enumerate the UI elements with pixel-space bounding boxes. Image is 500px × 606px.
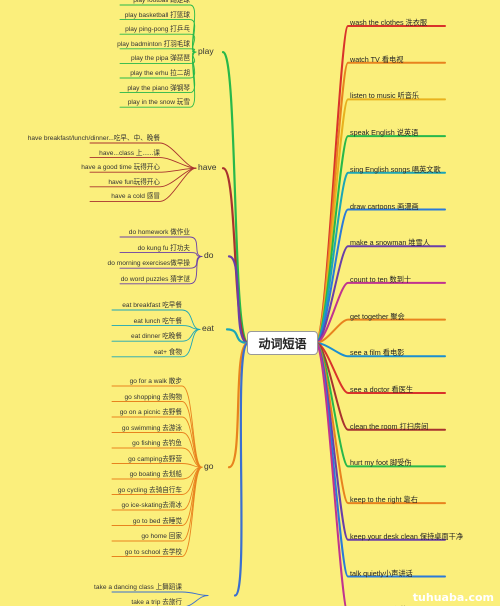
topic-4[interactable]: sing English songs 唱英文歌 — [350, 164, 441, 174]
leaf-2-0[interactable]: do homework 做作业 — [128, 229, 190, 236]
leaf-4-2[interactable]: go on a picnic 去野餐 — [119, 409, 182, 416]
leaf-4-0[interactable]: go for a walk 散步 — [129, 378, 182, 385]
category-do[interactable]: do — [204, 250, 214, 261]
leaf-5-0[interactable]: take a dancing class 上舞蹈课 — [94, 584, 182, 591]
leaf-3-0[interactable]: eat breakfast 吃早餐 — [122, 302, 182, 309]
category-go[interactable]: go — [204, 461, 214, 472]
watermark: tuhuaba.com — [412, 591, 494, 604]
leaf-line — [111, 463, 203, 468]
leaf-0-3[interactable]: play badminton 打羽毛球 — [117, 40, 190, 48]
leaf-0-4[interactable]: play the pipa 弹琵琶 — [130, 55, 190, 63]
leaf-0-2[interactable]: play ping-pong 打乒乓 — [125, 26, 190, 34]
leaf-5-1[interactable]: take a trip 去旅行 — [131, 599, 182, 606]
leaf-1-4[interactable]: have a cold 感冒 — [111, 193, 160, 201]
leaf-line — [111, 466, 203, 557]
branch-go — [227, 341, 250, 469]
branch-more — [233, 341, 250, 597]
topic-1[interactable]: watch TV 看电视 — [350, 54, 404, 64]
leaf-1-2[interactable]: have a good time 玩得开心 — [81, 164, 160, 172]
leaf-line — [111, 385, 203, 468]
branch-eat — [225, 328, 250, 345]
leaf-0-5[interactable]: play the erhu 拉二胡 — [130, 70, 190, 77]
leaf-4-9[interactable]: go to bed 去睡觉 — [132, 517, 182, 525]
leaf-1-0[interactable]: have breakfast/lunch/dinner...吃早、中、晚餐 — [27, 135, 160, 142]
right-branch — [315, 342, 446, 468]
topic-13[interactable]: keep to the right 靠右 — [350, 495, 418, 505]
right-branch — [315, 281, 446, 344]
topic-5[interactable]: draw cartoons 画漫画 — [350, 201, 419, 211]
leaf-4-10[interactable]: go home 回家 — [141, 533, 182, 540]
category-eat[interactable]: eat — [202, 323, 214, 334]
topic-14[interactable]: keep your desk clean 保持桌面干净 — [350, 531, 464, 541]
right-branch — [315, 342, 347, 606]
leaf-4-4[interactable]: go fishing 去钓鱼 — [132, 440, 182, 447]
topic-6[interactable]: make a snowman 堆雪人 — [350, 238, 430, 248]
topic-12[interactable]: hurt my foot 脚受伤 — [350, 458, 412, 468]
leaf-0-7[interactable]: play in the snow 玩雪 — [127, 99, 190, 107]
topic-10[interactable]: see a doctor 看医生 — [350, 385, 414, 394]
topic-2[interactable]: listen to music 听音乐 — [350, 91, 420, 101]
topic-3[interactable]: speak English 说英语 — [350, 128, 419, 138]
topic-9[interactable]: see a film 看电影 — [350, 348, 405, 358]
leaf-line — [186, 595, 209, 606]
leaf-line — [89, 157, 197, 169]
leaf-line — [119, 255, 203, 285]
leaf-line — [119, 33, 197, 53]
leaf-0-1[interactable]: play basketball 打篮球 — [124, 11, 190, 19]
leaf-line — [89, 142, 197, 169]
leaf-line — [119, 51, 197, 108]
leaf-2-2[interactable]: do morning exercises做早操 — [107, 260, 190, 268]
leaf-4-11[interactable]: go to school 去学校 — [124, 548, 182, 556]
leaf-4-7[interactable]: go cycling 去骑自行车 — [117, 486, 182, 494]
leaf-line — [111, 447, 203, 468]
leaf-line — [119, 252, 203, 257]
leaf-1-3[interactable]: have fun玩得开心 — [108, 178, 160, 186]
leaf-line — [111, 328, 201, 358]
branch-do — [227, 255, 250, 345]
central-topic[interactable]: 动词短语 — [247, 331, 318, 355]
leaf-line — [119, 48, 197, 53]
leaf-line — [111, 432, 203, 468]
leaf-line — [111, 325, 201, 330]
leaf-line — [89, 167, 197, 202]
leaf-line — [119, 236, 203, 257]
leaf-1-1[interactable]: have...class 上......课 — [99, 149, 160, 157]
leaf-3-2[interactable]: eat dinner 吃晚餐 — [131, 333, 182, 341]
right-branch — [315, 245, 446, 344]
category-have[interactable]: have — [198, 162, 217, 173]
leaf-3-1[interactable]: eat lunch 吃午餐 — [133, 317, 182, 325]
leaf-line — [89, 167, 197, 173]
leaf-4-6[interactable]: go boating 去划船 — [129, 471, 182, 478]
leaf-2-3[interactable]: do word puzzles 猜字谜 — [120, 275, 190, 283]
topic-15[interactable]: talk quietly小声讲话 — [350, 568, 413, 578]
leaf-0-6[interactable]: play the piano 弹钢琴 — [127, 84, 190, 92]
right-branch — [315, 318, 446, 344]
branch-play — [221, 51, 250, 345]
leaf-line — [111, 401, 203, 468]
leaf-4-8[interactable]: go ice-skating去滑冰 — [121, 502, 182, 509]
leaf-0-0[interactable]: play football 踢足球 — [133, 0, 190, 4]
leaf-4-5[interactable]: go camping去野营 — [128, 455, 182, 463]
leaf-4-1[interactable]: go shopping 去购物 — [124, 393, 182, 401]
topic-8[interactable]: get together 聚会 — [350, 311, 405, 321]
branch-have — [221, 167, 250, 345]
leaf-line — [111, 309, 201, 330]
leaf-line — [111, 591, 209, 596]
leaf-3-3[interactable]: eat+ 食物 — [153, 348, 182, 356]
category-play[interactable]: play — [198, 46, 214, 57]
leaf-2-1[interactable]: do kung fu 打功夫 — [137, 244, 190, 252]
topic-7[interactable]: count to ten 数到十 — [350, 274, 412, 284]
topic-0[interactable]: wash the clothes 洗衣服 — [350, 18, 428, 27]
leaf-4-3[interactable]: go swimming 去游泳 — [121, 424, 182, 432]
topic-11[interactable]: clean the room 打扫房间 — [350, 421, 429, 431]
